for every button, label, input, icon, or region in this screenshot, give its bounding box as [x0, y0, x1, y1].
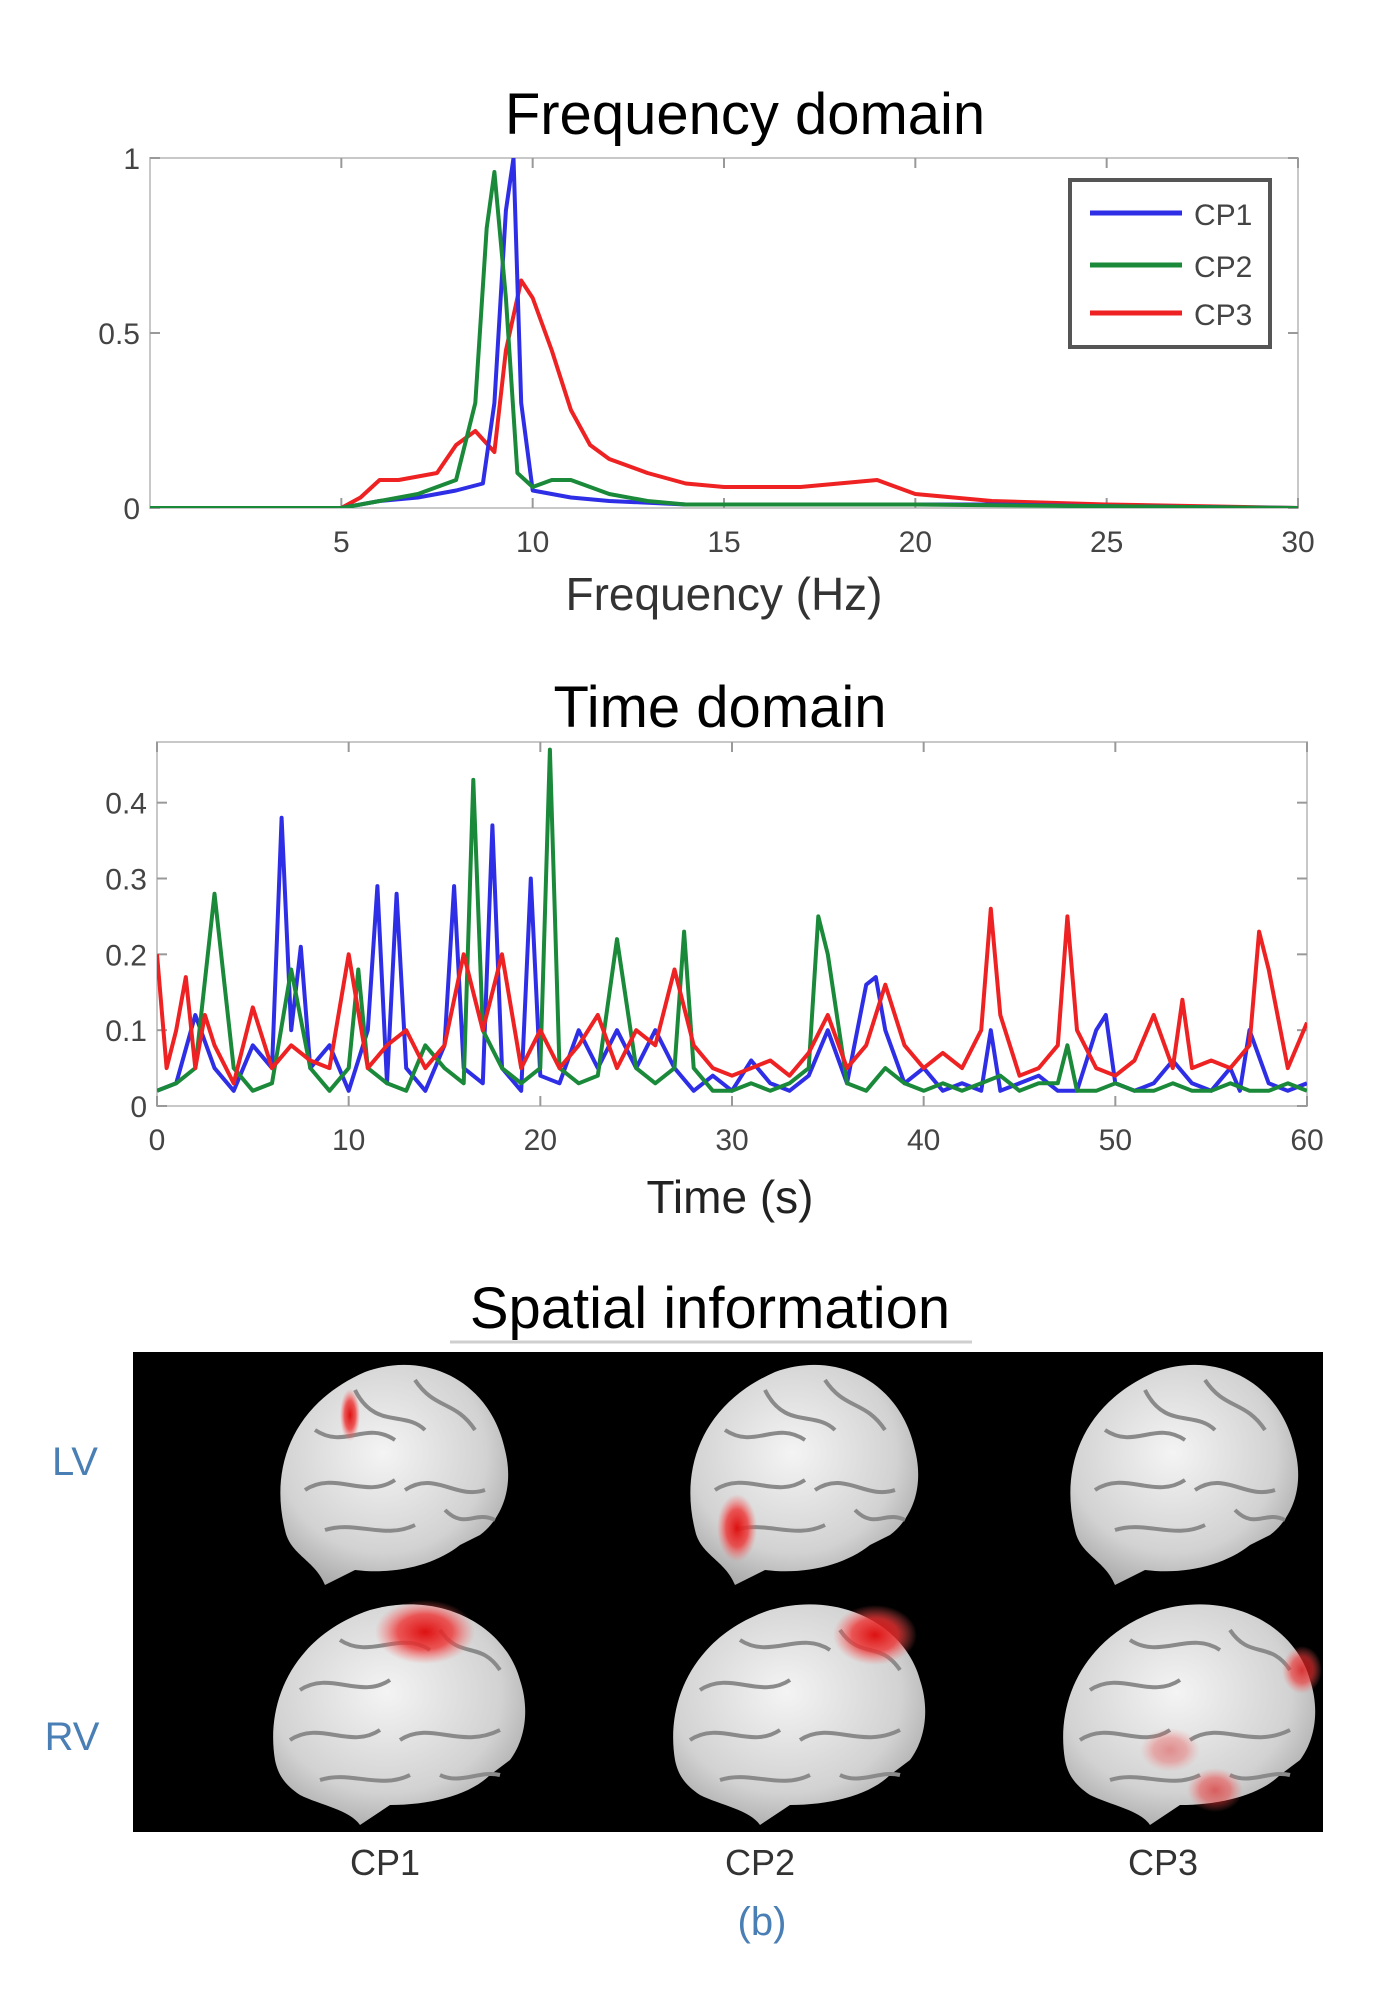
brain-shape: [1063, 1604, 1316, 1825]
series-line-cp2: [150, 170, 1298, 508]
y-tick-label: 0.5: [98, 318, 140, 351]
activation-blob: [1140, 1728, 1200, 1772]
activation-blob: [833, 1605, 917, 1665]
brain-shape: [1070, 1364, 1299, 1585]
frequency-chart: Frequency domain 0 0.5 1 5 10 15 20 25 30 Frequ…: [98, 82, 1314, 620]
x-tick-label: 30: [715, 1124, 748, 1157]
column-label-cp3: CP3: [1128, 1842, 1198, 1883]
time-series-lines: [157, 747, 1307, 1093]
series-line-cp3: [157, 906, 1307, 1086]
x-tick-label: 30: [1281, 526, 1314, 559]
y-tick-label: 0.1: [105, 1015, 147, 1048]
activation-blob: [375, 1600, 475, 1664]
activation-blob: [717, 1494, 757, 1562]
frequency-series-lines: [150, 158, 1298, 508]
y-tick-label: 0.4: [105, 788, 147, 821]
brain-shape: [280, 1364, 509, 1585]
brain-sulci: [1093, 1378, 1286, 1533]
x-tick-label: 50: [1099, 1124, 1132, 1157]
frequency-x-ticks: 5 10 15 20 25 30: [333, 158, 1315, 559]
row-label-lv: LV: [52, 1440, 98, 1484]
brain-lv-cp3: [1070, 1364, 1299, 1585]
time-plot-area: [156, 741, 1308, 1107]
x-tick-label: 5: [333, 526, 350, 559]
activation-blob: [1187, 1768, 1243, 1812]
brain-rv-cp3: [1063, 1604, 1322, 1825]
y-tick-label: 0: [123, 493, 140, 526]
legend-label-cp2: CP2: [1194, 251, 1252, 284]
series-line-cp2: [157, 747, 1307, 1093]
time-y-ticks: 0 0.1 0.2 0.3 0.4: [105, 788, 1307, 1124]
time-chart: Time domain 00.10.20.30.4 0 10 20 30 40 50 60 …: [105, 675, 1323, 1223]
brain-rv-cp2: [673, 1604, 926, 1825]
column-label-cp2: CP2: [725, 1842, 795, 1883]
figure-caption: (b): [738, 1900, 787, 1944]
brain-lv-cp2: [690, 1364, 919, 1585]
y-tick-label: 0.2: [105, 939, 147, 972]
series-line-cp1: [157, 815, 1307, 1093]
time-x-axis-label: Time (s): [647, 1171, 814, 1223]
spatial-panel-title: Spatial information: [470, 1276, 950, 1341]
y-tick-label: 1: [123, 143, 140, 176]
frequency-x-axis-label: Frequency (Hz): [566, 568, 883, 620]
frequency-legend: CP1 CP2 CP3: [1068, 178, 1272, 349]
y-tick-label: 0: [130, 1091, 147, 1124]
x-tick-label: 20: [899, 526, 932, 559]
x-tick-label: 20: [524, 1124, 557, 1157]
brain-shape: [273, 1604, 526, 1825]
series-line-cp3: [150, 278, 1298, 508]
brain-lv-cp1: [280, 1364, 509, 1585]
brain-sulci: [713, 1378, 906, 1533]
activation-blob: [1282, 1646, 1322, 1694]
x-tick-label: 40: [907, 1124, 940, 1157]
x-tick-label: 25: [1090, 526, 1123, 559]
spatial-panel: Spatial information LV RV: [45, 1276, 1323, 1944]
legend-label-cp3: CP3: [1194, 299, 1252, 332]
column-label-cp1: CP1: [350, 1842, 420, 1883]
x-tick-label: 10: [516, 526, 549, 559]
row-label-rv: RV: [45, 1715, 100, 1759]
x-tick-label: 0: [149, 1124, 166, 1157]
activation-blob: [340, 1389, 360, 1441]
frequency-chart-title: Frequency domain: [505, 82, 985, 147]
brain-rv-cp1: [273, 1600, 526, 1825]
legend-label-cp1: CP1: [1194, 199, 1252, 232]
time-x-ticks: 0 10 20 30 40 50 60: [149, 742, 1324, 1157]
time-chart-title: Time domain: [553, 675, 886, 740]
brain-sulci: [1078, 1628, 1292, 1783]
x-tick-label: 60: [1290, 1124, 1323, 1157]
x-tick-label: 15: [707, 526, 740, 559]
x-tick-label: 10: [332, 1124, 365, 1157]
y-tick-label: 0.3: [105, 864, 147, 897]
